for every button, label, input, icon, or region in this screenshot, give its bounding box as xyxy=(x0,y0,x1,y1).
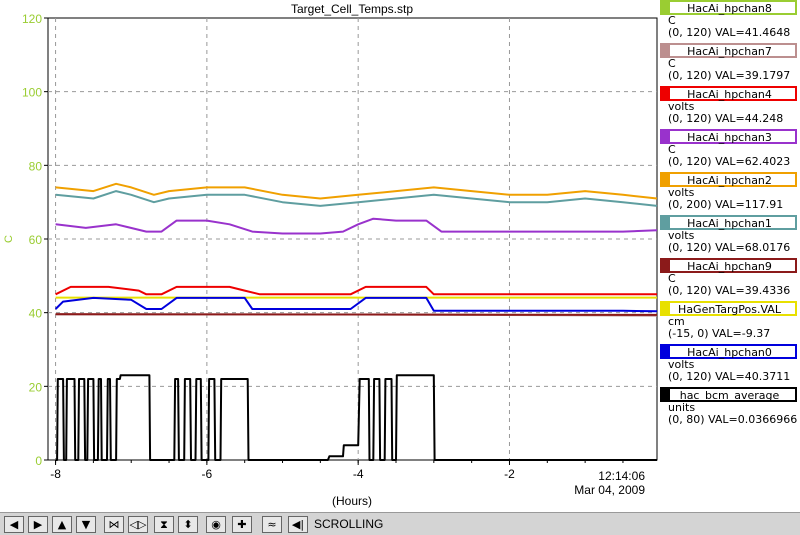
x-tick-label: -4 xyxy=(353,467,364,481)
legend-color-swatch xyxy=(660,43,670,58)
autoscale-button[interactable]: ◉ xyxy=(206,516,226,533)
toolbar: SCROLLING ◀ ▶ ▲ ▼ ⋈ ◁▷ ⧗ ⬍ ◉ ✚ ≈ ◀| xyxy=(0,512,800,535)
series-line-HacAi_hpchan0 xyxy=(54,296,658,313)
legend-range-value: (0, 80) VAL=0.0366966 xyxy=(668,413,798,426)
y-tick-label: 0 xyxy=(35,454,42,468)
legend-unit: C xyxy=(668,57,676,70)
legend-signal-name[interactable]: HacAi_hpchan2 xyxy=(662,172,797,187)
x-tick-label: -8 xyxy=(50,467,61,481)
series-line-HacAi_hpchan1 xyxy=(55,190,658,207)
legend-item[interactable]: hac_bcm_average units (0, 80) VAL=0.036696… xyxy=(660,387,800,430)
end-time-label: 12:14:06 xyxy=(598,469,645,483)
zoom-in-y-button[interactable]: ⧗ xyxy=(154,516,174,533)
x-axis-label: (Hours) xyxy=(332,494,372,508)
end-date-label: Mar 04, 2009 xyxy=(574,483,645,497)
zoom-in-x-button[interactable]: ⋈ xyxy=(104,516,124,533)
y-tick-label: 40 xyxy=(29,307,43,321)
zoom-out-x-button[interactable]: ◁▷ xyxy=(128,516,148,533)
legend-range-value: (0, 200) VAL=117.91 xyxy=(668,198,784,211)
scroll-right-button[interactable]: ▶ xyxy=(28,516,48,533)
legend-range-value: (-15, 0) VAL=-9.37 xyxy=(668,327,771,340)
legend-signal-name[interactable]: HacAi_hpchan9 xyxy=(662,258,797,273)
legend-color-swatch xyxy=(660,258,670,273)
legend-range-value: (0, 120) VAL=39.1797 xyxy=(668,69,791,82)
legend-range-value: (0, 120) VAL=41.4648 xyxy=(668,26,791,39)
legend-signal-name[interactable]: HacAi_hpchan0 xyxy=(662,344,797,359)
legend-signal-name[interactable]: HacAi_hpchan3 xyxy=(662,129,797,144)
strip-chart: 0 20 40 60 80 100 120 -8 -6 -4 -2 Target_Cell_Temps… xyxy=(3,2,658,508)
legend-color-swatch xyxy=(660,86,670,101)
legend-signal-name[interactable]: HacAi_hpchan4 xyxy=(662,86,797,101)
legend-unit: volts xyxy=(668,100,695,113)
legend-color-swatch xyxy=(660,215,670,230)
chart-area: 0 20 40 60 80 100 120 -8 -6 -4 -2 Target_Cell_Temps… xyxy=(3,2,658,508)
legend-unit: volts xyxy=(668,229,695,242)
x-tick-label: -2 xyxy=(504,467,515,481)
legend-range-value: (0, 120) VAL=44.248 xyxy=(668,112,784,125)
legend-item[interactable]: HacAi_hpchan3 C (0, 120) VAL=62.4023 xyxy=(660,129,800,172)
y-tick-label: 80 xyxy=(29,159,43,173)
y-tick-label: 20 xyxy=(29,380,43,394)
series-line-HacAi_hpchan4 xyxy=(55,285,657,296)
resume-scroll-button[interactable]: ◀| xyxy=(288,516,308,533)
legend-signal-name[interactable]: HaGenTargPos.VAL xyxy=(662,301,797,316)
scroll-down-button[interactable]: ▼ xyxy=(76,516,96,533)
series-line-HacAi_hpchan2 xyxy=(55,182,658,200)
y-tick-label: 100 xyxy=(22,86,42,100)
legend-range-value: (0, 120) VAL=39.4336 xyxy=(668,284,791,297)
legend-signal-name[interactable]: HacAi_hpchan8 xyxy=(662,0,797,15)
legend-unit: volts xyxy=(668,186,695,199)
y-axis-label: C xyxy=(3,235,15,243)
legend-range-value: (0, 120) VAL=62.4023 xyxy=(668,155,791,168)
legend-unit: C xyxy=(668,143,676,156)
legend-item[interactable]: HacAi_hpchan7 C (0, 120) VAL=39.1797 xyxy=(660,43,800,86)
legend-unit: units xyxy=(668,401,696,414)
legend-item[interactable]: HacAi_hpchan8 C (0, 120) VAL=41.4648 xyxy=(660,0,800,43)
legend-range-value: (0, 120) VAL=68.0176 xyxy=(668,241,791,254)
legend-unit: volts xyxy=(668,358,695,371)
legend-item[interactable]: HacAi_hpchan4 volts (0, 120) VAL=44.248 xyxy=(660,86,800,129)
series-line-HacAi_hpchan9 xyxy=(55,313,658,316)
legend-color-swatch xyxy=(660,344,670,359)
legend-signal-name[interactable]: hac_bcm_average xyxy=(662,387,797,402)
scroll-up-button[interactable]: ▲ xyxy=(52,516,72,533)
scroll-left-button[interactable]: ◀ xyxy=(4,516,24,533)
legend-item[interactable]: HacAi_hpchan2 volts (0, 200) VAL=117.91 xyxy=(660,172,800,215)
legend-item[interactable]: HaGenTargPos.VAL cm (-15, 0) VAL=-9.37 xyxy=(660,301,800,344)
y-tick-label: 60 xyxy=(29,233,43,247)
legend-unit: C xyxy=(668,272,676,285)
legend-signal-name[interactable]: HacAi_hpchan7 xyxy=(662,43,797,58)
chart-title: Target_Cell_Temps.stp xyxy=(291,2,413,16)
legend-signal-name[interactable]: HacAi_hpchan1 xyxy=(662,215,797,230)
add-button[interactable]: ✚ xyxy=(232,516,252,533)
plot-style-button[interactable]: ≈ xyxy=(262,516,282,533)
legend-item[interactable]: HacAi_hpchan0 volts (0, 120) VAL=40.3711 xyxy=(660,344,800,387)
legend-item[interactable]: HacAi_hpchan9 C (0, 120) VAL=39.4336 xyxy=(660,258,800,301)
legend-unit: C xyxy=(668,14,676,27)
legend-color-swatch xyxy=(660,387,670,402)
legend: HacAi_hpchan8 C (0, 120) VAL=41.4648 HacAi_… xyxy=(660,0,800,512)
legend-color-swatch xyxy=(660,129,670,144)
legend-range-value: (0, 120) VAL=40.3711 xyxy=(668,370,791,383)
y-tick-label: 120 xyxy=(22,12,42,26)
legend-item[interactable]: HacAi_hpchan1 volts (0, 120) VAL=68.0176 xyxy=(660,215,800,258)
series-line-HacAi_hpchan3 xyxy=(55,217,658,235)
x-tick-label: -6 xyxy=(202,467,213,481)
series-line-hac_bcm_average xyxy=(55,374,657,461)
zoom-out-y-button[interactable]: ⬍ xyxy=(178,516,198,533)
legend-color-swatch xyxy=(660,0,670,15)
legend-color-swatch xyxy=(660,301,670,316)
legend-unit: cm xyxy=(668,315,685,328)
scrolling-status: SCROLLING xyxy=(314,517,384,531)
legend-color-swatch xyxy=(660,172,670,187)
